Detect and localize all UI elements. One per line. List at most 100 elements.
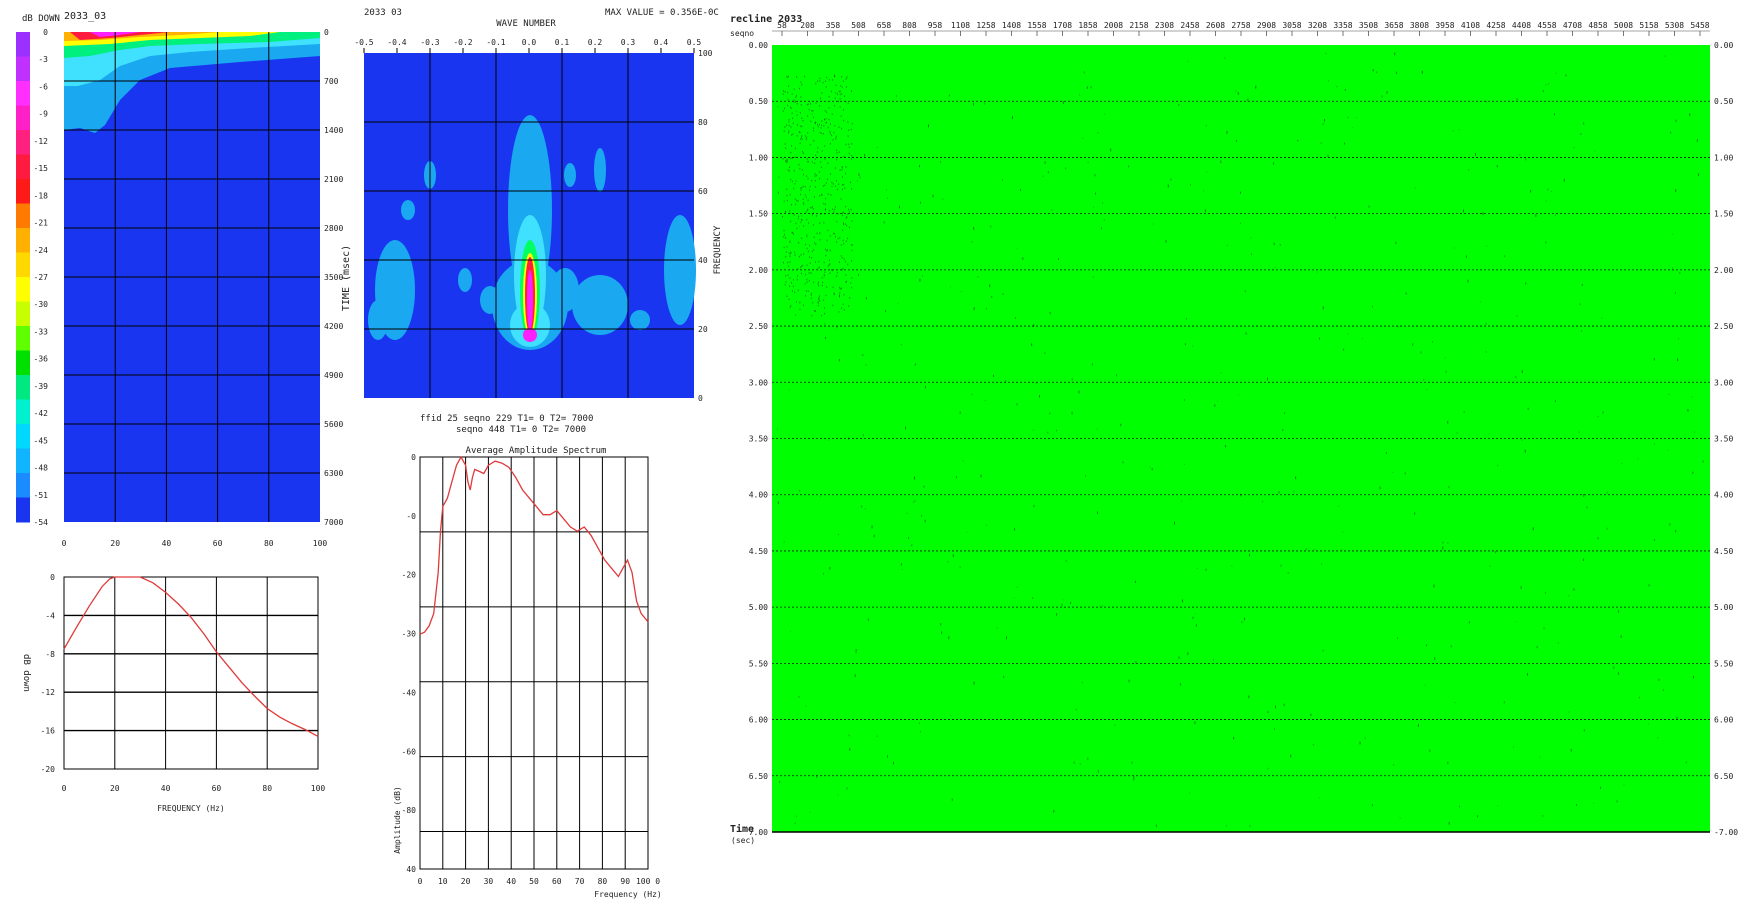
seismic-trace-speck bbox=[819, 77, 821, 80]
seismic-trace-speck bbox=[851, 188, 853, 190]
seismic-trace-speck bbox=[847, 102, 849, 105]
seismic-trace-speck bbox=[834, 125, 836, 127]
seismic-x-ticks: 58 208 358 508 658 808 958 1108 1258 1408 1558 1708… bbox=[777, 21, 1710, 36]
seismic-trace-speck bbox=[991, 295, 993, 298]
seismic-trace-speck bbox=[806, 278, 808, 281]
seismic-trace-speck bbox=[977, 276, 979, 278]
fk-x-tick: 0.3 bbox=[621, 38, 636, 47]
seismic-right-tick: 3.00 bbox=[1714, 378, 1733, 387]
seismic-trace-speck bbox=[1616, 800, 1618, 803]
seismic-trace-speck bbox=[1231, 565, 1233, 567]
seismic-trace-speck bbox=[1692, 471, 1694, 474]
seismic-trace-speck bbox=[796, 815, 798, 817]
seismic-trace-speck bbox=[1573, 588, 1575, 591]
seismic-trace-speck bbox=[796, 103, 798, 105]
seismic-trace-speck bbox=[949, 286, 951, 288]
seismic-trace-speck bbox=[1593, 802, 1595, 804]
fk-x-tick: 0.2 bbox=[588, 38, 603, 47]
seismic-trace-speck bbox=[1174, 521, 1175, 525]
seismic-trace-speck bbox=[805, 273, 806, 276]
seismic-trace-speck bbox=[1343, 348, 1345, 351]
seismic-trace-speck bbox=[1414, 512, 1416, 515]
seismic-trace-speck bbox=[819, 222, 821, 224]
seismic-trace-speck bbox=[808, 222, 809, 224]
seismic-trace-speck bbox=[793, 88, 795, 90]
seismic-trace-speck bbox=[820, 166, 822, 168]
seismic-trace-speck bbox=[1274, 728, 1275, 730]
seismic-trace-speck bbox=[1488, 433, 1490, 435]
seismic-trace-speck bbox=[1618, 610, 1619, 613]
seismic-trace-speck bbox=[788, 85, 789, 87]
seismic-trace-speck bbox=[1278, 491, 1280, 494]
seismic-trace-speck bbox=[796, 135, 798, 137]
seismic-trace-speck bbox=[1578, 431, 1580, 433]
seismic-trace-speck bbox=[848, 211, 850, 213]
colorbar-block bbox=[16, 448, 30, 474]
seismic-trace-speck bbox=[841, 76, 843, 78]
seismic-trace-speck bbox=[861, 505, 863, 508]
seismic-left-tick: 3.00 bbox=[749, 378, 768, 387]
seismic-trace-speck bbox=[1586, 506, 1588, 509]
seismic-trace-speck bbox=[821, 150, 823, 152]
seismic-trace-speck bbox=[848, 146, 850, 148]
seismic-trace-speck bbox=[1573, 146, 1575, 149]
seismic-trace-speck bbox=[1521, 439, 1523, 441]
seismic-trace-speck bbox=[1241, 621, 1243, 624]
seismic-trace-speck bbox=[845, 100, 847, 103]
seismic-trace-speck bbox=[1698, 173, 1699, 177]
seismic-trace-speck bbox=[834, 104, 836, 107]
seismic-trace-speck bbox=[950, 714, 952, 716]
seismic-trace-speck bbox=[1083, 71, 1085, 74]
seismic-trace-speck bbox=[827, 193, 829, 195]
seismic-trace-speck bbox=[803, 225, 805, 227]
seismic-trace-speck bbox=[842, 229, 844, 231]
seismic-trace-speck bbox=[1328, 80, 1329, 82]
seismic-trace-speck bbox=[1601, 317, 1603, 319]
seismic-trace-speck bbox=[795, 222, 797, 225]
seismic-trace-speck bbox=[819, 131, 821, 134]
seismic-trace-speck bbox=[840, 255, 842, 257]
seismic-left-tick: 6.50 bbox=[749, 772, 768, 781]
seismic-trace-speck bbox=[867, 618, 869, 621]
seismic-trace-speck bbox=[843, 242, 845, 245]
seismic-x-tick: 3208 bbox=[1308, 21, 1327, 30]
seismic-trace-speck bbox=[788, 119, 790, 121]
seismic-trace-speck bbox=[799, 308, 801, 311]
seismic-trace-speck bbox=[1244, 290, 1246, 293]
seismic-trace-speck bbox=[801, 117, 803, 119]
seismic-trace-speck bbox=[851, 244, 853, 246]
seismic-trace-speck bbox=[821, 193, 822, 196]
seismic-trace-speck bbox=[1133, 778, 1135, 781]
seismic-trace-speck bbox=[1433, 584, 1435, 588]
seismic-trace-speck bbox=[1110, 148, 1112, 152]
seismic-trace-speck bbox=[806, 264, 808, 266]
seismic-trace-speck bbox=[1397, 637, 1398, 640]
seismic-trace-speck bbox=[1520, 586, 1522, 589]
seismic-trace-speck bbox=[811, 110, 813, 112]
seismic-trace-speck bbox=[1062, 599, 1064, 601]
seismic-x-tick: 208 bbox=[800, 21, 815, 30]
seismic-trace-speck bbox=[1152, 223, 1154, 225]
seismic-trace-speck bbox=[839, 286, 841, 289]
seismic-trace-speck bbox=[1203, 190, 1205, 192]
seismic-trace-speck bbox=[1395, 241, 1397, 244]
seismic-trace-speck bbox=[810, 292, 812, 295]
seismic-trace-speck bbox=[1053, 809, 1055, 813]
seismic-trace-speck bbox=[841, 307, 843, 309]
seismic-trace-speck bbox=[1675, 529, 1677, 533]
seismic-left-ticks: 0.00 0.50 1.00 1.50 2.00 2.50 3.00 3.50 4.00 4.50… bbox=[749, 41, 768, 837]
seismic-trace-speck bbox=[791, 112, 793, 114]
seismic-trace-speck bbox=[787, 98, 789, 101]
seismic-trace-speck bbox=[1576, 804, 1577, 806]
seismic-trace-speck bbox=[784, 211, 786, 213]
seismic-trace-speck bbox=[1047, 171, 1049, 174]
seismic-trace-speck bbox=[830, 143, 831, 145]
seismic-trace-speck bbox=[1397, 604, 1398, 606]
seismic-trace-speck bbox=[819, 232, 821, 235]
seismic-trace-speck bbox=[1685, 761, 1687, 764]
seismic-trace-speck bbox=[922, 275, 923, 277]
tf-time-tick: 5600 bbox=[324, 420, 343, 429]
seismic-trace-speck bbox=[825, 80, 826, 82]
seismic-trace-speck bbox=[815, 158, 816, 160]
